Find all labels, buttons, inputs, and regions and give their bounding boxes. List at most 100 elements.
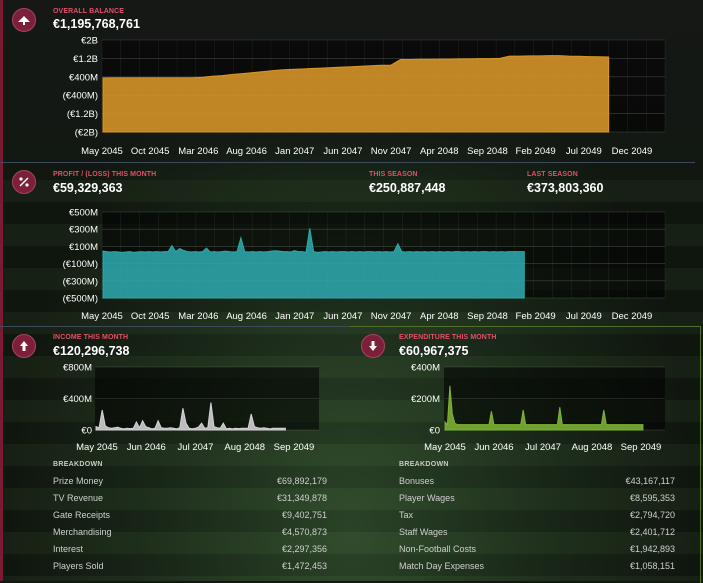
- x-tick-label: Nov 2047: [371, 311, 412, 322]
- percent-icon: [12, 170, 36, 194]
- breakdown-item-name: Gate Receipts: [53, 510, 111, 520]
- expenditure-series-area: [444, 385, 644, 431]
- x-tick-label: Apr 2048: [420, 146, 459, 157]
- profit-label: PROFIT / (LOSS) THIS MONTH: [53, 171, 157, 178]
- plot-area: [444, 367, 665, 430]
- expenditure-label: EXPENDITURE THIS MONTH: [399, 334, 497, 341]
- x-tick-label: Feb 2049: [516, 146, 556, 157]
- x-tick-label: May 2045: [424, 442, 466, 453]
- breakdown-item-name: Match Day Expenses: [399, 561, 485, 571]
- this-season-value: €250,887,448: [369, 181, 446, 195]
- arrow-up-icon: [12, 334, 36, 358]
- last-season-label: LAST SEASON: [527, 171, 578, 178]
- y-tick-label: €400M: [63, 394, 92, 405]
- x-tick-label: Jun 2047: [323, 146, 362, 157]
- expenditure-chart: €400M €200M €0 May 2045 Jun 2046 Jul 2047 Aug …: [0, 363, 703, 460]
- breakdown-row: TV Revenue €31,349,878: [53, 493, 327, 510]
- breakdown-item-name: Players Sold: [53, 561, 104, 571]
- income-label: INCOME THIS MONTH: [53, 334, 129, 341]
- breakdown-item-name: Tax: [399, 510, 414, 520]
- expenditure-section-border: [350, 326, 701, 583]
- overall-balance-chart: €2B €1.2B €400M (€400M) (€1.2B) (€2B) May 2045…: [0, 34, 703, 164]
- x-tick-label: Jan 2047: [275, 311, 314, 322]
- breakdown-item-amount: €9,402,751: [281, 510, 327, 520]
- income-chart-svg: €800M €400M €0 May 2045 Jun 2046 Jul 2047 Aug …: [63, 363, 319, 453]
- y-tick-label: (€400M): [63, 91, 98, 102]
- x-tick-label: May 2045: [81, 311, 123, 322]
- income-chart: €800M €400M €0 May 2045 Jun 2046 Jul 2047 Aug …: [0, 363, 350, 460]
- income-series-area: [95, 402, 286, 431]
- breakdown-row: Tax €2,794,720: [399, 510, 675, 527]
- y-tick-label: (€300M): [63, 276, 98, 287]
- income-breakdown-title: BREAKDOWN: [53, 461, 103, 468]
- breakdown-item-amount: €69,892,179: [276, 476, 327, 486]
- x-tick-label: Mar 2046: [178, 311, 218, 322]
- breakdown-row: Staff Wages €2,401,712: [399, 527, 675, 544]
- breakdown-item-amount: €2,297,356: [281, 544, 327, 554]
- section-divider: [0, 326, 350, 327]
- income-value: €120,296,738: [53, 344, 130, 358]
- x-tick-label: Sep 2048: [467, 311, 508, 322]
- arrow-down-icon: [361, 334, 385, 358]
- breakdown-item-name: Interest: [53, 544, 84, 554]
- y-tick-label: €100M: [69, 242, 98, 253]
- y-tick-label: €400M: [69, 72, 98, 83]
- x-tick-label: Jul 2047: [525, 442, 561, 453]
- breakdown-row: Prize Money €69,892,179: [53, 476, 327, 493]
- x-tick-label: Feb 2049: [516, 311, 556, 322]
- breakdown-item-amount: €2,794,720: [629, 510, 675, 520]
- expenditure-value: €60,967,375: [399, 344, 469, 358]
- breakdown-row: Match Day Expenses €1,058,151: [399, 561, 675, 578]
- breakdown-item-name: TV Revenue: [53, 493, 104, 503]
- x-tick-label: Aug 2048: [224, 442, 265, 453]
- breakdown-row: Non-Football Costs €1,942,893: [399, 544, 675, 561]
- x-tick-label: Dec 2049: [612, 146, 653, 157]
- plot-area: [95, 367, 319, 430]
- last-season-value: €373,803,360: [527, 181, 604, 195]
- this-season-label: THIS SEASON: [369, 171, 418, 178]
- overall-balance-value: €1,195,768,761: [53, 17, 140, 31]
- breakdown-row: Gate Receipts €9,402,751: [53, 510, 327, 527]
- y-tick-label: (€2B): [75, 128, 98, 139]
- y-tick-label: €2B: [81, 36, 98, 47]
- y-tick-label: (€1.2B): [67, 109, 98, 120]
- section-divider: [0, 162, 695, 163]
- x-tick-label: Jun 2047: [323, 311, 362, 322]
- expenditure-chart-svg: €400M €200M €0 May 2045 Jun 2046 Jul 2047 Aug …: [411, 363, 665, 453]
- x-tick-label: Jun 2046: [127, 442, 166, 453]
- breakdown-row: Merchandising €4,570,873: [53, 527, 327, 544]
- breakdown-item-name: Non-Football Costs: [399, 544, 477, 554]
- overall-series-area: [102, 55, 610, 133]
- x-tick-label: Jul 2047: [178, 442, 214, 453]
- breakdown-item-name: Player Wages: [399, 493, 455, 503]
- y-tick-label: €500M: [69, 208, 98, 219]
- breakdown-item-name: Merchandising: [53, 527, 112, 537]
- breakdown-item-amount: €31,349,878: [276, 493, 327, 503]
- breakdown-item-amount: €8,595,353: [629, 493, 675, 503]
- left-accent-bar: [0, 0, 3, 581]
- y-tick-label: €400M: [411, 363, 440, 374]
- breakdown-row: Player Wages €8,595,353: [399, 493, 675, 510]
- breakdown-item-name: Prize Money: [53, 476, 104, 486]
- x-tick-label: Aug 2046: [226, 311, 267, 322]
- x-tick-label: Aug 2046: [226, 146, 267, 157]
- overall-chart-svg: €2B €1.2B €400M (€400M) (€1.2B) (€2B) May 2045…: [63, 36, 666, 157]
- x-tick-label: Jul 2049: [566, 311, 602, 322]
- y-tick-label: €200M: [411, 394, 440, 405]
- profit-chart-svg: €500M €300M €100M (€100M) (€300M) (€500M) May …: [63, 208, 666, 322]
- y-tick-label: €0: [429, 426, 440, 437]
- breakdown-item-amount: €1,942,893: [629, 544, 675, 554]
- x-tick-label: Jun 2046: [474, 442, 513, 453]
- x-tick-label: Sep 2049: [274, 442, 315, 453]
- expenditure-breakdown-title: BREAKDOWN: [399, 461, 449, 468]
- x-tick-label: Apr 2048: [420, 311, 459, 322]
- y-tick-label: €800M: [63, 363, 92, 374]
- x-tick-label: Nov 2047: [371, 146, 412, 157]
- y-tick-label: €0: [81, 426, 92, 437]
- x-tick-label: Dec 2049: [612, 311, 653, 322]
- x-tick-label: Jan 2047: [275, 146, 314, 157]
- x-tick-label: Aug 2048: [572, 442, 613, 453]
- overall-balance-label: OVERALL BALANCE: [53, 8, 124, 15]
- breakdown-item-name: Bonuses: [399, 476, 435, 486]
- x-tick-label: Jul 2049: [566, 146, 602, 157]
